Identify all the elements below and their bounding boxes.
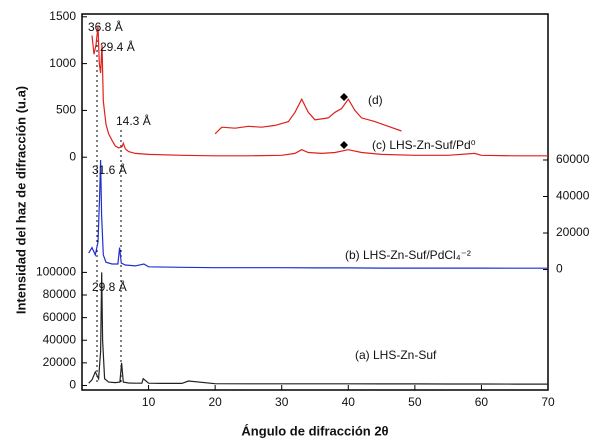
x-tick-label: 20 bbox=[208, 395, 222, 409]
series-line bbox=[214, 97, 402, 135]
annotation: 31.6 Å bbox=[92, 162, 127, 177]
y-tick-label: 0 bbox=[69, 149, 76, 163]
annotation: 29.8 Å bbox=[92, 279, 127, 294]
y-tick-label: 80000 bbox=[43, 287, 77, 301]
series-line bbox=[88, 272, 548, 385]
y-tick-label: 0 bbox=[69, 378, 76, 392]
annotation: 14.3 Å bbox=[116, 113, 151, 128]
annotation: (a) LHS-Zn-Suf bbox=[355, 348, 437, 362]
annotation: 29.4 Å bbox=[100, 39, 135, 54]
y-tick-label: 0 bbox=[556, 262, 563, 276]
y-tick-label: 1500 bbox=[49, 9, 76, 23]
x-tick-label: 70 bbox=[541, 395, 555, 409]
y-tick-label: 20000 bbox=[556, 225, 590, 239]
x-tick-label: 40 bbox=[342, 395, 356, 409]
y-tick-label: 60000 bbox=[556, 152, 590, 166]
x-tick-label: 50 bbox=[408, 395, 422, 409]
y-axis-label: Intensidad del haz de difracción (u.a) bbox=[13, 86, 28, 314]
y-tick-label: 60000 bbox=[43, 310, 77, 324]
series-line bbox=[91, 26, 548, 157]
annotation: (b) LHS-Zn-Suf/PdCl₄⁻² bbox=[345, 248, 471, 262]
annotation: (d) bbox=[368, 93, 383, 107]
x-tick-label: 30 bbox=[275, 395, 289, 409]
marker bbox=[340, 141, 348, 149]
x-tick-label: 10 bbox=[142, 395, 156, 409]
x-axis-label: Ángulo de difracción 2θ bbox=[241, 423, 388, 438]
marker bbox=[340, 93, 348, 101]
annotation: 36.8 Å bbox=[88, 19, 123, 34]
y-tick-label: 1000 bbox=[49, 56, 76, 70]
y-tick-label: 40000 bbox=[556, 189, 590, 203]
y-tick-label: 500 bbox=[56, 103, 76, 117]
y-tick-label: 40000 bbox=[43, 332, 77, 346]
y-tick-label: 100000 bbox=[36, 265, 76, 279]
x-tick-label: 60 bbox=[475, 395, 489, 409]
series-line bbox=[88, 159, 548, 269]
y-tick-label: 20000 bbox=[43, 355, 77, 369]
annotation: (c) LHS-Zn-Suf/Pd⁰ bbox=[372, 138, 476, 152]
plot-frame bbox=[81, 13, 549, 391]
